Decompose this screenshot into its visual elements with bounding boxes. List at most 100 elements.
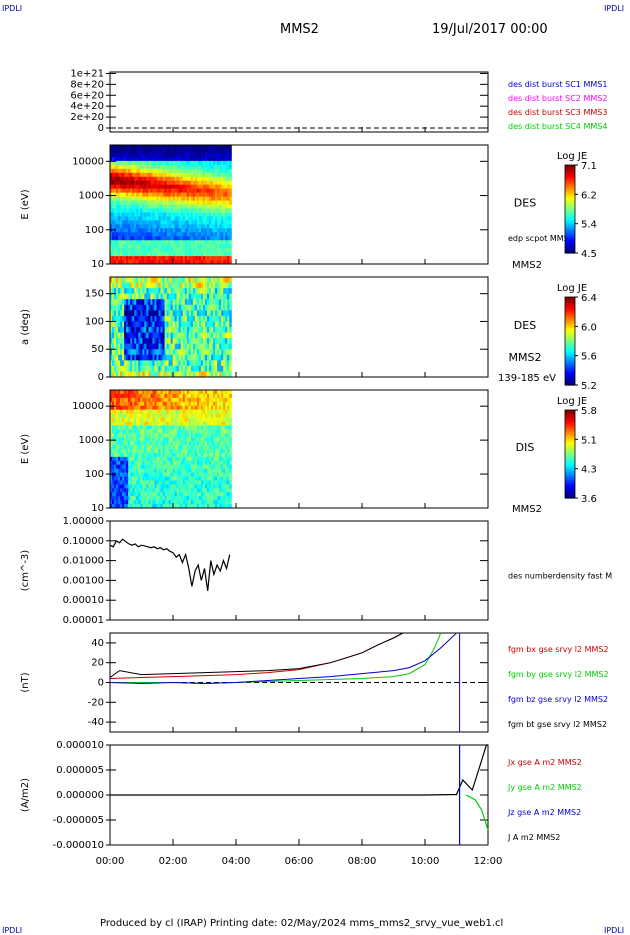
- burst-y-tick-label: 2e+20: [70, 112, 104, 123]
- x-axis-tick-label: 02:00: [159, 856, 188, 867]
- burst-legend-item: des dist burst SC4 MMS4: [508, 122, 607, 131]
- heatmap-cell: [229, 288, 232, 294]
- heatmap-cell: [229, 488, 232, 492]
- colorbar-tick-label: 5.1: [581, 435, 597, 446]
- current-series-J: [110, 745, 488, 795]
- burst-legend-item: des dist burst SC3 MMS3: [508, 108, 607, 117]
- fgm-y-tick-label: -40: [88, 717, 104, 728]
- heatmap-cell: [229, 349, 232, 355]
- heatmap-cell: [229, 410, 232, 414]
- heat3-ylabel: E (eV): [20, 434, 31, 464]
- heatmap-cell: [229, 277, 232, 283]
- heatmap-cell: [229, 248, 232, 252]
- heat3-y-tick-label: 1000: [79, 435, 104, 446]
- fgm-y-tick-label: 40: [91, 638, 104, 649]
- heatmap-cell: [229, 461, 232, 465]
- heatmap-cell: [229, 189, 232, 193]
- colorbar-tick-label: 5.2: [581, 381, 597, 392]
- heat1-y-tick-label: 1000: [79, 191, 104, 202]
- fgm-series-by: [110, 633, 441, 684]
- heatmap-cell: [229, 469, 232, 473]
- heatmap-cell: [229, 492, 232, 496]
- colorbar-tick-label: 4.5: [581, 249, 597, 260]
- heat1-bottom-label: MMS2: [512, 260, 542, 271]
- heatmap-cell: [229, 236, 232, 240]
- heatmap-cell: [229, 338, 232, 344]
- heatmap-cell: [229, 157, 232, 161]
- heatmap-cell: [229, 316, 232, 322]
- heat1-instrument-label: DES: [514, 197, 536, 210]
- current-legend-item: J A m2 MMS2: [507, 833, 560, 842]
- heatmap-cell: [229, 252, 232, 256]
- heatmap-cell: [229, 201, 232, 205]
- heatmap-cell: [229, 394, 232, 398]
- heatmap-cell: [229, 477, 232, 481]
- heatmap-cell: [229, 429, 232, 433]
- heat3-y-tick-label: 100: [85, 469, 104, 480]
- heat1-y-tick-label: 10: [91, 259, 104, 270]
- burst-y-tick-label: 0: [98, 123, 104, 134]
- x-axis-tick-label: 10:00: [411, 856, 440, 867]
- burst-legend-item: des dist burst SC2 MMS2: [508, 94, 607, 103]
- heatmap-cell: [229, 232, 232, 236]
- x-axis-tick-label: 06:00: [285, 856, 314, 867]
- heatmap-cell: [229, 333, 232, 339]
- heatmap-cell: [229, 149, 232, 153]
- heatmap-cell: [229, 402, 232, 406]
- current-ylabel: (A/m2): [20, 778, 31, 812]
- current-legend-item: Jz gse A m2 MMS2: [507, 808, 581, 817]
- heat2-y-tick-label: 100: [85, 316, 104, 327]
- heatmap-cell: [229, 153, 232, 157]
- density-y-tick-label: 0.00010: [63, 595, 104, 606]
- heatmap-cell: [229, 177, 232, 181]
- density-y-tick-label: 1.00000: [63, 516, 104, 527]
- heatmap-cell: [229, 216, 232, 220]
- heatmap-cell: [229, 228, 232, 232]
- density-y-tick-label: 0.01000: [63, 556, 104, 567]
- heatmap-cell: [229, 453, 232, 457]
- panel-frame-4: [110, 521, 488, 620]
- burst-y-tick-label: 4e+20: [70, 101, 104, 112]
- current-y-tick-label: 0.000010: [56, 740, 104, 751]
- current-y-tick-label: 0.000005: [56, 765, 104, 776]
- density-series-line: [110, 539, 230, 591]
- heat2-ylabel: a (deg): [20, 309, 31, 345]
- density-legend-item: des numberdensity fast M: [508, 572, 612, 581]
- colorbar-tick-label: 6.0: [581, 322, 597, 333]
- current-y-tick-label: -0.000005: [53, 815, 104, 826]
- heatmap-cell: [229, 169, 232, 173]
- burst-legend-item: des dist burst SC1 MMS1: [508, 80, 607, 89]
- fgm-ylabel: (nT): [20, 672, 31, 692]
- heatmap-cell: [229, 321, 232, 327]
- heatmap-cell: [229, 425, 232, 429]
- current-y-tick-label: -0.000010: [53, 840, 104, 851]
- heatmap-cell: [229, 496, 232, 500]
- fgm-legend-item: fgm by gse srvy l2 MMS2: [508, 670, 609, 679]
- heatmap-cell: [229, 145, 232, 149]
- heatmap-cell: [229, 418, 232, 422]
- x-axis-tick-label: 00:00: [96, 856, 125, 867]
- fgm-series-bx: [110, 633, 403, 679]
- heatmap-cell: [229, 445, 232, 449]
- heatmap-cell: [229, 240, 232, 244]
- heatmap-cell: [229, 355, 232, 361]
- heatmap-cell: [229, 500, 232, 504]
- heatmap-cell: [229, 165, 232, 169]
- current-legend-item: Jy gse A m2 MMS2: [507, 783, 582, 792]
- colorbar-tick-label: 5.8: [581, 406, 597, 417]
- heatmap-cell: [229, 344, 232, 350]
- x-axis-tick-label: 08:00: [348, 856, 377, 867]
- fgm-y-tick-label: 0: [98, 678, 104, 689]
- x-axis-tick-label: 04:00: [222, 856, 251, 867]
- heatmap-cell: [229, 197, 232, 201]
- fgm-y-tick-label: 20: [91, 658, 104, 669]
- heatmap-cell: [229, 398, 232, 402]
- heat2-instrument-label: DES: [514, 319, 536, 332]
- heat2-y-tick-label: 150: [85, 289, 104, 300]
- burst-y-tick-label: 1e+21: [70, 68, 104, 79]
- heat1-side-label: edp scpot MMS2: [508, 234, 574, 243]
- density-y-tick-label: 0.10000: [63, 536, 104, 547]
- heatmap-cell: [229, 465, 232, 469]
- heatmap-cell: [229, 208, 232, 212]
